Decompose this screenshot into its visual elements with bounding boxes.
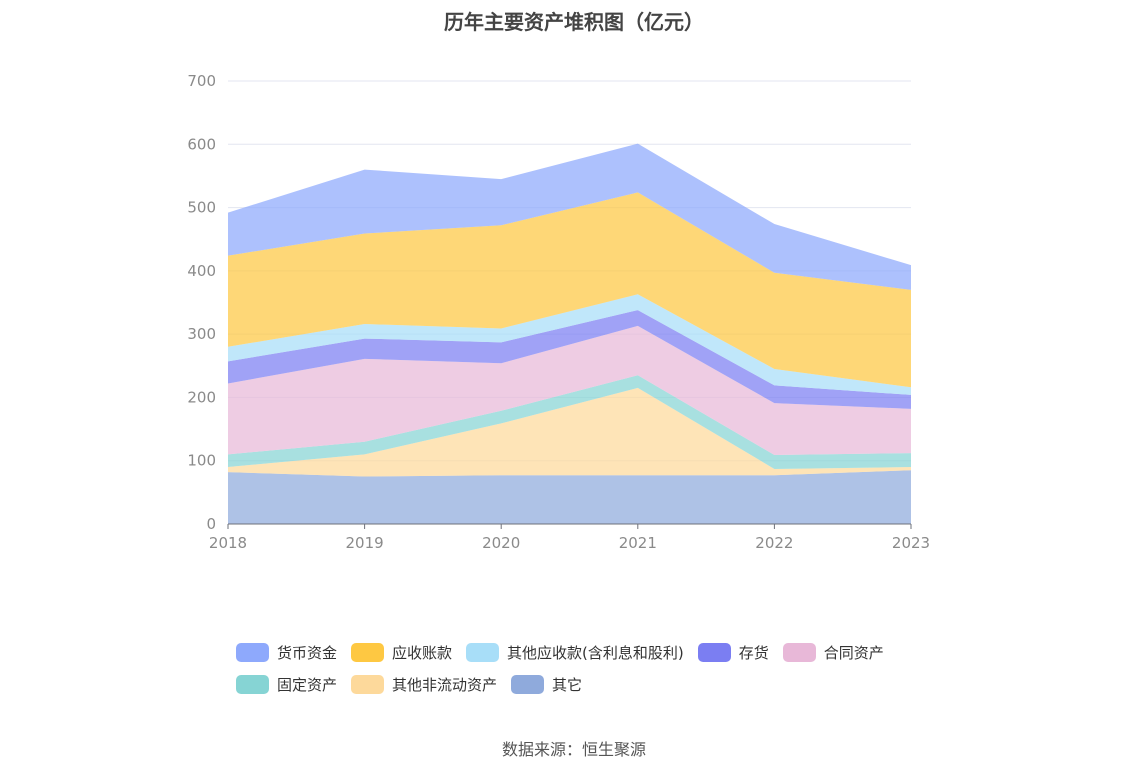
legend-item[interactable]: 其他应收款(含利息和股利): [466, 642, 684, 663]
legend-label: 合同资产: [823, 643, 884, 662]
area-series: [228, 143, 911, 524]
y-tick-label: 300: [187, 325, 216, 343]
area-series-4: [228, 310, 911, 409]
legend-swatch: [351, 674, 385, 694]
legend-item[interactable]: 其它: [511, 674, 582, 695]
legend-swatch: [782, 642, 816, 662]
area-series-7: [228, 143, 911, 290]
x-tick-label: 2021: [619, 534, 657, 552]
y-tick-label: 600: [187, 135, 216, 153]
legend-label: 其它: [552, 675, 583, 694]
y-tick-label: 400: [187, 262, 216, 280]
legend-label: 其他非流动资产: [392, 675, 498, 694]
legend-row: 固定资产 其他非流动资产 其它: [236, 668, 936, 700]
area-series-6: [228, 192, 911, 388]
chart-title: 历年主要资产堆积图（亿元）: [444, 10, 704, 34]
area-series-1: [228, 387, 911, 477]
legend-item[interactable]: 固定资产: [236, 674, 337, 695]
legend-item[interactable]: 合同资产: [782, 642, 884, 663]
area-series-2: [228, 375, 911, 469]
legend-row: 货币资金 应收账款 其他应收款(含利息和股利) 存货 合同资产: [236, 636, 936, 668]
legend-swatch: [697, 642, 731, 662]
legend-label: 固定资产: [277, 675, 338, 694]
legend: 货币资金 应收账款 其他应收款(含利息和股利) 存货 合同资产固定资产 其他非流动资产 其它: [236, 636, 936, 700]
y-tick-label: 0: [206, 515, 216, 533]
legend-swatch: [511, 674, 545, 694]
y-tick-label: 200: [187, 388, 216, 406]
legend-item[interactable]: 存货: [697, 642, 769, 663]
area-series-5: [228, 294, 911, 395]
legend-swatch: [351, 642, 385, 662]
area-series-0: [228, 470, 911, 524]
legend-item[interactable]: 货币资金: [236, 642, 337, 663]
legend-label: 应收账款: [392, 643, 453, 662]
legend-swatch: [236, 642, 269, 662]
legend-label: 货币资金: [277, 643, 338, 662]
legend-label: 其他应收款(含利息和股利): [507, 643, 684, 662]
legend-swatch: [236, 674, 269, 694]
y-tick-label: 100: [187, 452, 216, 470]
axes: 0 100 200 300 400 500 600 700 2018 2019 2020 2021 20…: [187, 72, 930, 552]
legend-item[interactable]: 其他非流动资产: [351, 674, 497, 695]
area-series-3: [228, 325, 911, 456]
x-tick-label: 2019: [346, 534, 384, 552]
legend-swatch: [466, 642, 500, 662]
y-tick-label: 700: [187, 72, 216, 90]
legend-label: 存货: [738, 643, 769, 662]
x-tick-label: 2022: [755, 534, 793, 552]
x-tick-label: 2020: [482, 534, 520, 552]
source-note: 数据来源：恒生聚源: [501, 740, 646, 759]
x-tick-label: 2023: [892, 534, 930, 552]
legend-item[interactable]: 应收账款: [351, 642, 452, 663]
y-tick-label: 500: [187, 199, 216, 217]
x-tick-label: 2018: [209, 534, 247, 552]
